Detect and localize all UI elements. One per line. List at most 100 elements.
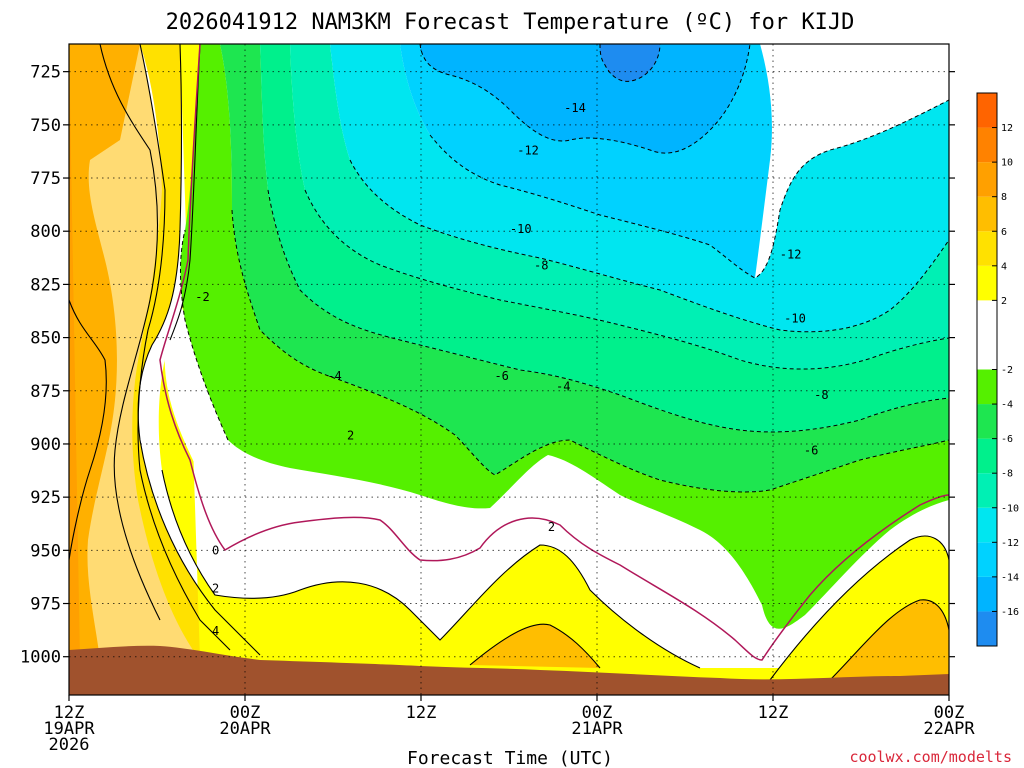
contour-line <box>231 209 949 493</box>
colorbar-swatch <box>977 542 997 577</box>
contour-labels: -2 -4 2 0 2 4 -6 -4 2 -10 -12 -14 -8 -12 -10 -8 -6 <box>195 101 828 638</box>
colorbar-label: 10 <box>1001 158 1013 169</box>
contour-label: 2 <box>212 582 219 596</box>
contour-label: -12 <box>517 143 539 157</box>
colorbar-label: -4 <box>1001 400 1013 411</box>
grid-lines <box>69 44 949 695</box>
y-tick-label: 775 <box>30 169 61 189</box>
colorbar-swatch <box>977 265 997 301</box>
contour-label: -12 <box>780 248 802 262</box>
y-tick-label: 950 <box>30 541 61 561</box>
colorbar-swatch <box>977 611 997 646</box>
colorbar: 12 10 8 6 4 2 -2 -4 -6 -8 -10 -12 -14 -16 <box>976 92 1019 647</box>
x-tick-label: 00Z <box>230 703 261 723</box>
contour-line <box>69 299 107 561</box>
x-tick-label: 21APR <box>571 719 623 739</box>
contour-label: -8 <box>534 258 548 272</box>
colorbar-label: 12 <box>1001 123 1013 134</box>
colorbar-label: 6 <box>1001 227 1007 238</box>
chart-title: 2026041912 NAM3KM Forecast Temperature (… <box>166 10 855 35</box>
contour-line <box>137 44 231 651</box>
colorbar-swatch <box>977 473 997 508</box>
colorbar-label: -16 <box>1001 607 1019 618</box>
region-minus10-12 <box>330 44 949 332</box>
colorbar-swatch <box>977 162 997 197</box>
contour-line <box>829 599 949 681</box>
contour-line <box>180 229 229 441</box>
contour-label: -14 <box>564 101 586 115</box>
contour-label: -8 <box>814 388 828 402</box>
positive-contours <box>69 44 949 681</box>
x-tick-label: 20APR <box>219 719 271 739</box>
colorbar-label: 2 <box>1001 296 1007 307</box>
colorbar-label: -6 <box>1001 434 1013 445</box>
credit-text: coolwx.com/modelts <box>849 748 1012 766</box>
contour-line <box>267 189 949 433</box>
contour-label: -4 <box>327 369 341 383</box>
contour-line <box>169 44 201 341</box>
y-tick-label: 925 <box>30 488 61 508</box>
y-axis: 725 750 775 800 825 850 875 900 925 950 975 1000 <box>20 63 955 668</box>
contour-line <box>419 44 751 154</box>
contour-label: -4 <box>556 380 570 394</box>
y-tick-label: 825 <box>30 275 61 295</box>
colorbar-label: -14 <box>1001 572 1019 583</box>
contour-line <box>161 469 701 669</box>
terrain <box>69 645 949 695</box>
contour-line <box>469 623 601 669</box>
colorbar-swatch <box>977 300 997 370</box>
colorbar-label: -12 <box>1001 538 1019 549</box>
contour-label: -2 <box>195 290 209 304</box>
contour-label: 2 <box>347 428 354 442</box>
contour-line <box>137 44 261 656</box>
y-tick-label: 975 <box>30 595 61 615</box>
contour-label: 0 <box>212 543 219 557</box>
region-minus6-8 <box>260 44 949 432</box>
x-tick-label: 00Z <box>582 703 613 723</box>
contour-label: -6 <box>494 369 508 383</box>
x-tick-label: 12Z <box>758 703 789 723</box>
region-minus4-6 <box>220 44 949 492</box>
y-tick-label: 900 <box>30 435 61 455</box>
y-tick-label: 800 <box>30 222 61 242</box>
negative-contours <box>180 44 949 493</box>
contour-label: 2 <box>548 520 555 534</box>
zero-degree-contour <box>159 44 949 661</box>
x-tick-label: 00Z <box>934 703 965 723</box>
contour-line <box>99 44 161 621</box>
y-tick-label: 850 <box>30 329 61 349</box>
colorbar-swatch <box>977 438 997 474</box>
x-axis-label: Forecast Time (UTC) <box>407 748 613 768</box>
contour-line <box>769 535 949 681</box>
contour-line <box>349 159 949 333</box>
y-tick-label: 875 <box>30 382 61 402</box>
contour-label: -10 <box>784 311 806 325</box>
colorbar-label: -8 <box>1001 469 1013 480</box>
region-minus16-18 <box>600 44 660 82</box>
region-orange-mid <box>470 624 600 668</box>
x-tick-label: 12Z <box>406 703 437 723</box>
x-tick-label: 19APR <box>43 719 95 739</box>
colorbar-swatch <box>977 231 997 266</box>
colorbar-label: -10 <box>1001 503 1019 514</box>
region-minus8-10 <box>290 44 949 370</box>
x-tick-label: 2026 <box>49 735 90 755</box>
x-tick-label: 12Z <box>54 703 85 723</box>
colorbar-label: -2 <box>1001 365 1013 376</box>
colorbar-swatch <box>977 196 997 232</box>
plot-frame <box>68 43 950 696</box>
contour-line <box>429 99 949 279</box>
y-tick-label: 750 <box>30 116 61 136</box>
plot-area <box>69 44 949 695</box>
colorbar-label: 8 <box>1001 192 1007 203</box>
contour-line <box>599 44 661 82</box>
contour-label: -6 <box>804 443 818 457</box>
contour-label: 4 <box>212 624 219 638</box>
region-warm-6 <box>69 44 230 660</box>
y-tick-label: 1000 <box>20 648 61 668</box>
x-tick-label: 22APR <box>923 719 975 739</box>
region-warm-4 <box>132 44 260 660</box>
region-minus14-16 <box>420 44 750 154</box>
colorbar-swatch <box>977 576 997 612</box>
